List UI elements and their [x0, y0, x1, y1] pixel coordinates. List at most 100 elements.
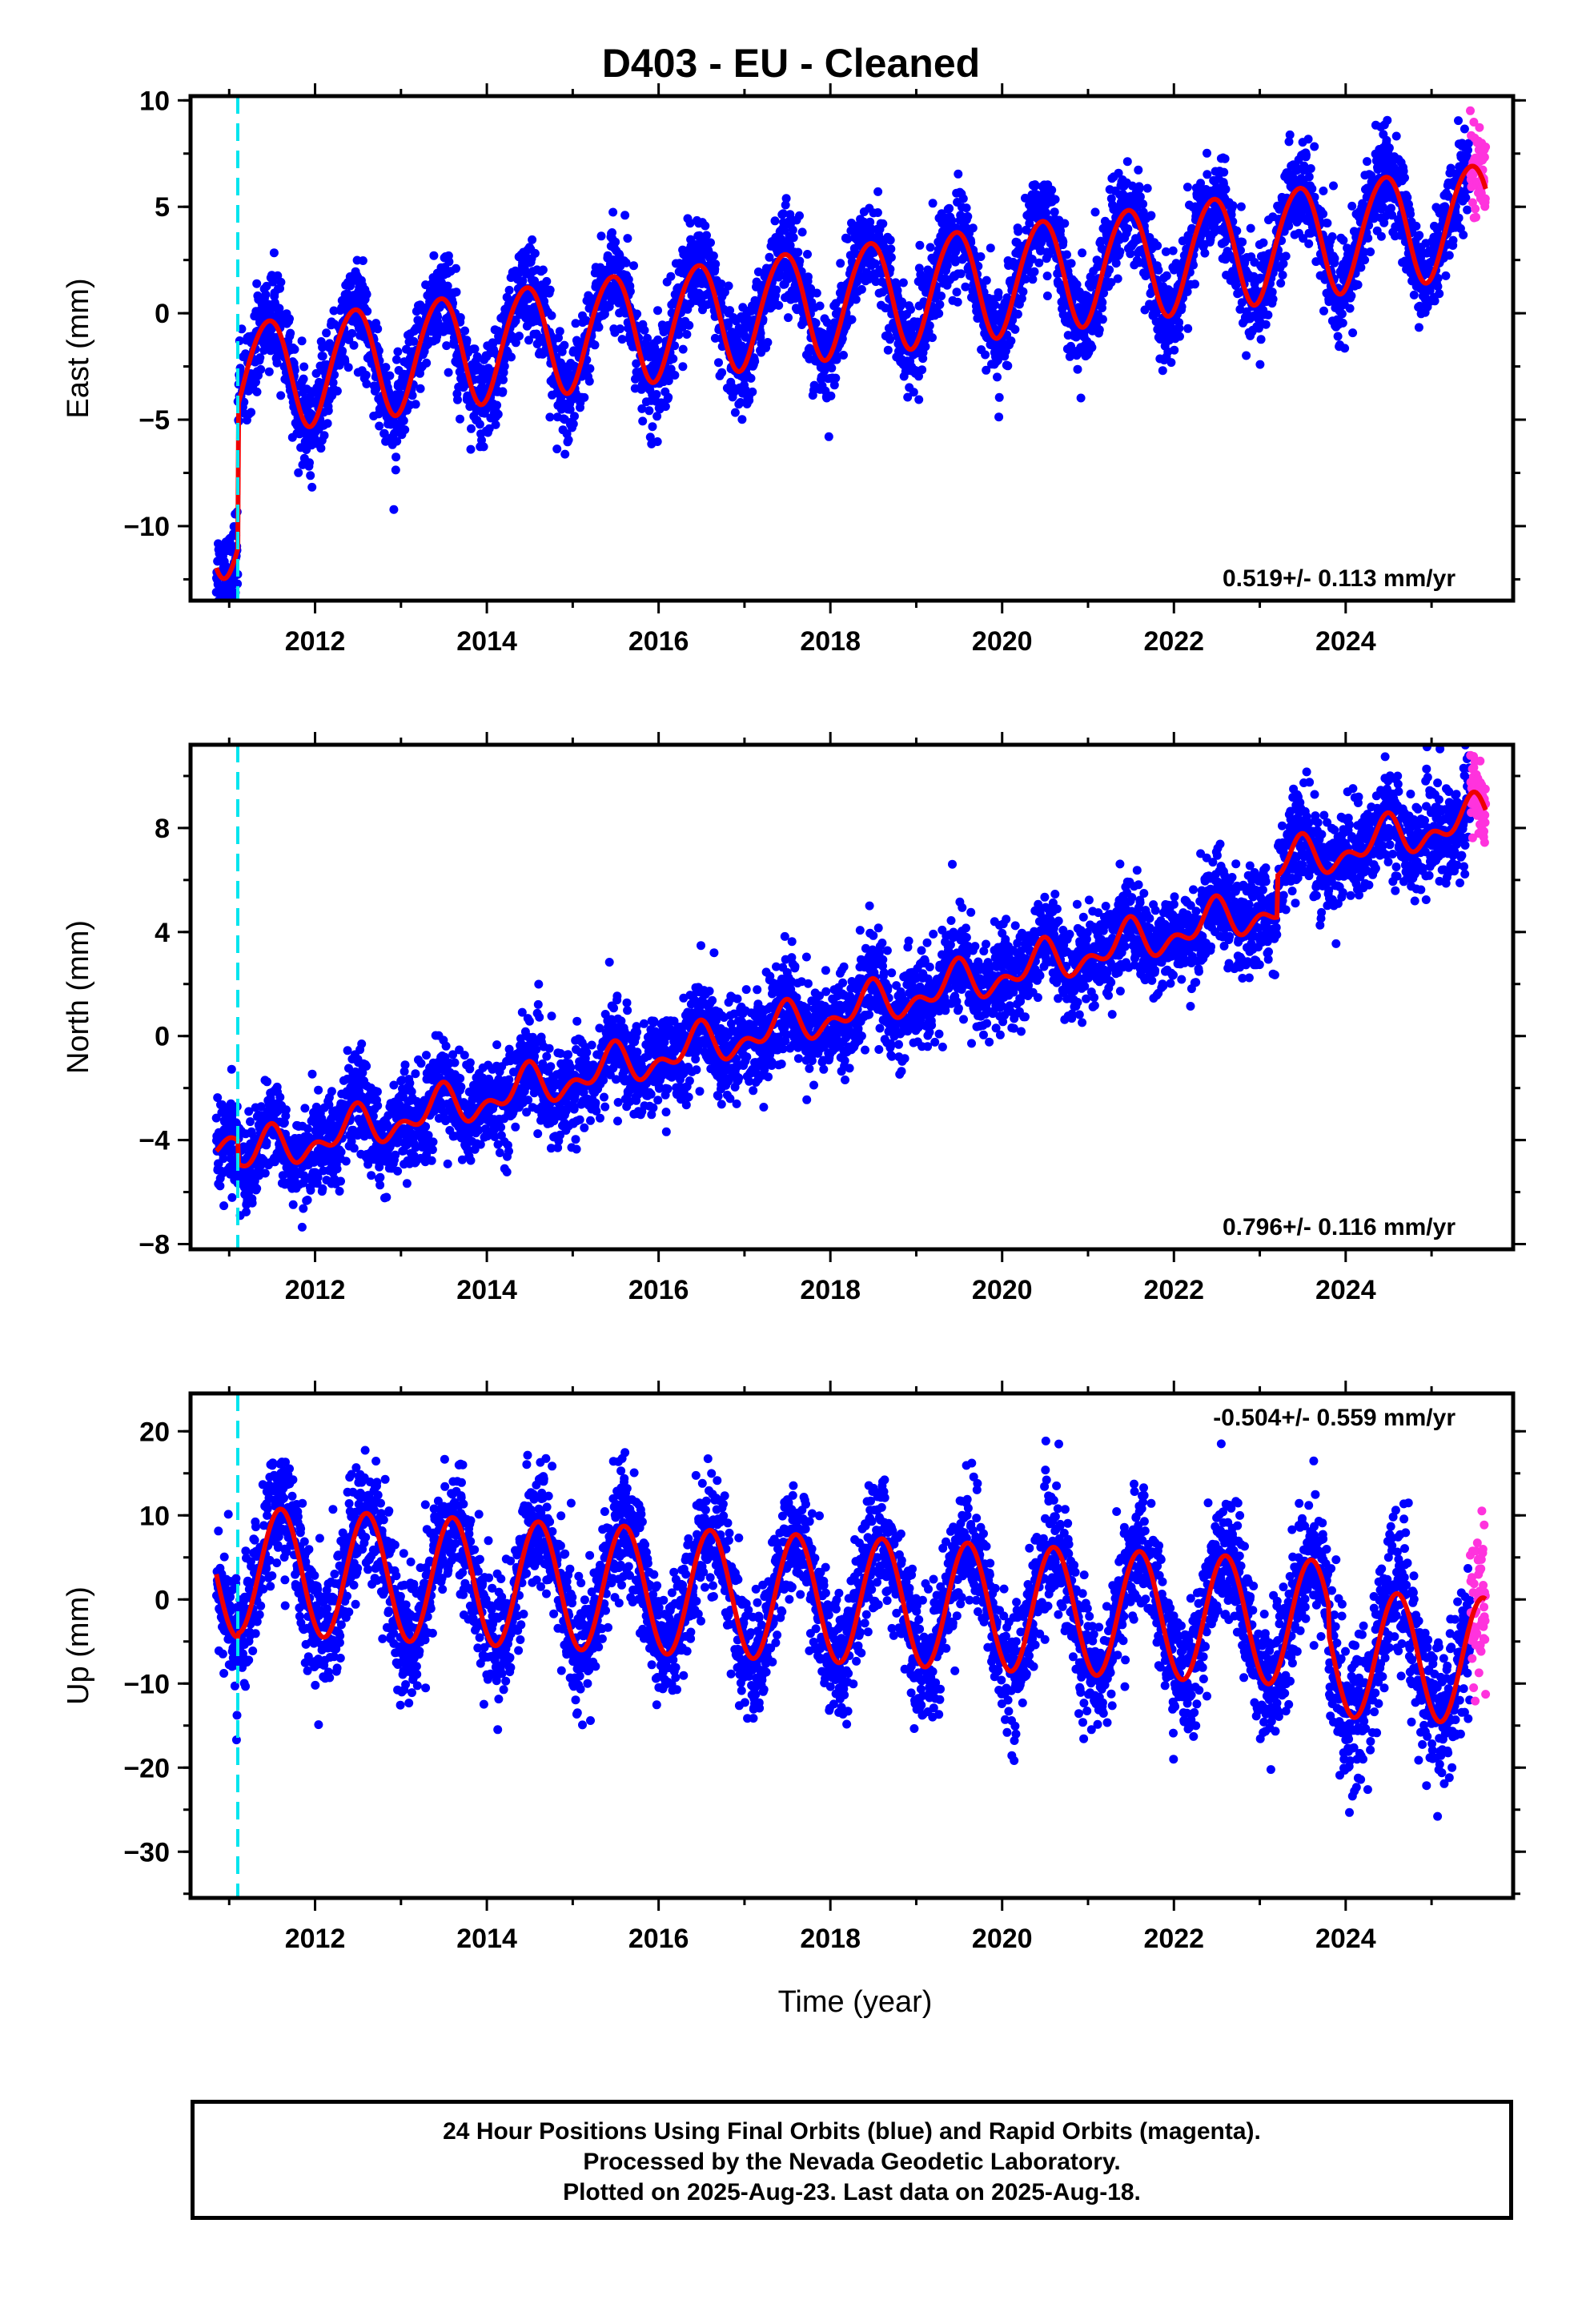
data-point [411, 400, 420, 409]
data-point [778, 209, 788, 219]
data-point [851, 295, 861, 304]
data-point [928, 199, 938, 208]
data-point [1256, 335, 1266, 344]
data-point [261, 290, 271, 300]
data-point [643, 333, 652, 343]
data-point [617, 335, 627, 344]
data-point [472, 352, 482, 361]
data-point [1106, 278, 1116, 287]
x-tick-label: 2022 [1143, 626, 1204, 657]
data-point [393, 347, 403, 356]
data-point [666, 271, 676, 281]
data-point [1008, 316, 1018, 325]
data-point [756, 328, 765, 338]
data-point [836, 259, 845, 268]
x-tick-label: 2014 [456, 626, 517, 657]
data-point [347, 328, 357, 338]
data-point [1168, 246, 1178, 255]
data-point [1433, 274, 1443, 283]
data-point [299, 362, 309, 372]
data-point [926, 243, 935, 252]
data-point [682, 330, 692, 339]
data-point [596, 231, 606, 241]
data-point [444, 257, 454, 267]
data-point [885, 335, 895, 344]
data-point [843, 234, 853, 243]
data-point [358, 256, 367, 265]
data-point [233, 579, 243, 589]
data-point [1310, 142, 1319, 151]
data-point [1135, 192, 1145, 202]
data-point [1111, 259, 1121, 268]
data-point [1463, 205, 1472, 215]
x-tick-label: 2012 [285, 626, 346, 657]
data-point [741, 385, 750, 395]
data-point [247, 408, 256, 417]
data-point [909, 388, 918, 397]
data-point [1221, 184, 1231, 194]
data-point [1237, 298, 1247, 308]
data-point [452, 287, 461, 297]
data-point [479, 442, 488, 452]
data-point [1060, 219, 1070, 228]
data-point [504, 285, 514, 295]
data-point [1303, 135, 1313, 144]
data-point [215, 1181, 225, 1191]
data-point [608, 207, 618, 217]
data-point [538, 265, 548, 275]
data-point [211, 1113, 221, 1123]
data-point [590, 340, 600, 350]
data-point [1278, 271, 1287, 279]
data-point [1263, 310, 1273, 320]
data-point [953, 297, 962, 307]
data-point [1347, 291, 1356, 300]
data-point [988, 307, 998, 316]
final-orbit-points [211, 745, 1475, 1232]
data-point [934, 309, 944, 318]
data-point [1330, 254, 1339, 263]
data-point [1191, 279, 1199, 289]
data-point [1196, 179, 1206, 188]
data-point [748, 387, 757, 396]
data-point [362, 379, 371, 388]
data-point [935, 300, 945, 309]
data-point [391, 452, 401, 462]
data-point [545, 412, 555, 422]
data-point [736, 398, 745, 407]
data-point [1013, 309, 1022, 319]
data-point [1409, 290, 1419, 300]
data-point [753, 267, 763, 276]
data-point [452, 263, 460, 273]
data-point [518, 276, 528, 286]
data-point [252, 279, 262, 288]
data-point [1406, 209, 1415, 219]
data-point [316, 444, 326, 453]
data-point [720, 287, 729, 297]
data-point [659, 328, 669, 336]
data-point [827, 364, 837, 373]
data-point [1098, 315, 1107, 324]
data-point [1319, 186, 1328, 195]
data-point [1090, 207, 1100, 217]
data-point [803, 272, 813, 282]
data-point [730, 408, 740, 417]
data-point [492, 400, 502, 410]
data-point [1028, 275, 1038, 284]
data-point [724, 320, 733, 330]
data-point [379, 428, 389, 438]
data-point [1261, 320, 1271, 329]
data-point [1115, 247, 1125, 256]
data-point [1047, 185, 1057, 195]
data-point [246, 1117, 255, 1127]
data-point [1464, 139, 1473, 148]
data-point [1363, 233, 1373, 243]
data-point [878, 219, 888, 228]
data-point [554, 333, 563, 343]
data-point [470, 344, 480, 354]
data-point [1464, 146, 1472, 155]
data-point [467, 424, 476, 433]
data-point [1454, 213, 1464, 223]
data-point [832, 355, 841, 364]
data-point [1030, 180, 1040, 190]
data-point [993, 372, 1002, 382]
